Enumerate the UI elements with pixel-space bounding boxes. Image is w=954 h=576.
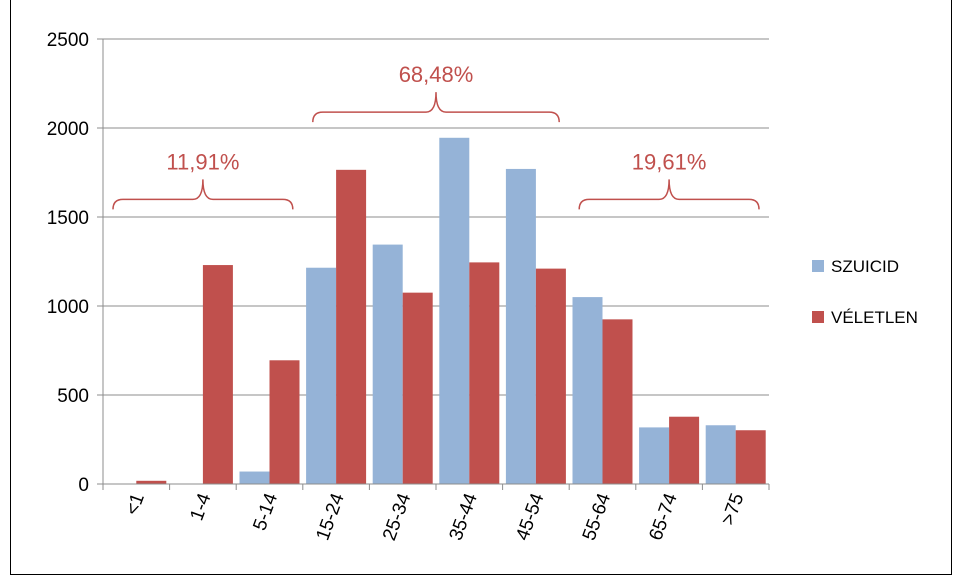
legend-swatch [812, 260, 824, 272]
annotation-label: 11,91% [166, 149, 239, 174]
x-tick-label: 15-24 [312, 490, 349, 543]
bar-v-letlen-1 [202, 265, 233, 484]
x-tick-label: 55-64 [579, 490, 616, 543]
y-tick-label: 1500 [47, 208, 89, 229]
bar-v-letlen-5 [469, 262, 500, 484]
annotation-bracket [312, 92, 560, 123]
legend-swatch [812, 311, 824, 323]
bar-szuicid-2 [239, 471, 270, 484]
y-tick-label: 500 [57, 386, 89, 407]
axes [97, 38, 770, 490]
x-tick-label: 25-34 [379, 490, 416, 543]
bar-v-letlen-9 [735, 430, 766, 484]
legend: SZUICID VÉLETLEN [812, 257, 918, 327]
bar-v-letlen-7 [602, 319, 633, 484]
bar-szuicid-8 [639, 427, 670, 484]
bar-szuicid-3 [306, 267, 337, 484]
bar-v-letlen-2 [269, 360, 300, 484]
bar-szuicid-5 [439, 137, 470, 485]
annotation-bracket [578, 179, 760, 210]
y-tick-label: 2500 [47, 30, 89, 51]
bar-szuicid-9 [705, 425, 736, 484]
annotation-label: 68,48% [399, 62, 474, 87]
y-tick-label: 0 [78, 475, 89, 496]
bar-v-letlen-8 [669, 416, 700, 484]
x-tick-label: 35-44 [446, 490, 483, 543]
bar-v-letlen-0 [136, 480, 167, 484]
annotation-label: 19,61% [632, 149, 707, 174]
bar-v-letlen-4 [402, 292, 433, 484]
x-tick-label: >75 [718, 491, 749, 528]
bar-szuicid-4 [372, 244, 403, 484]
bar-v-letlen-6 [535, 268, 566, 484]
y-tick-labels: 0 500 1000 1500 2000 2500 [47, 30, 89, 496]
x-tick-labels: <1 1-4 5-14 15-24 25-34 35-44 45-54 55-64 65-74 >… [122, 490, 749, 543]
y-tick-label: 1000 [47, 297, 89, 318]
x-tick-label: 5-14 [249, 490, 282, 533]
x-tick-label: <1 [122, 491, 149, 519]
bar-szuicid-6 [505, 168, 536, 484]
bars [136, 137, 766, 485]
annotations: 11,91% 68,48% 19,61% [112, 62, 760, 210]
legend-label: VÉLETLEN [831, 308, 918, 327]
x-tick-label: 65-74 [645, 490, 682, 543]
x-tick-label: 45-54 [512, 490, 549, 543]
bar-v-letlen-3 [336, 169, 367, 484]
legend-label: SZUICID [831, 257, 899, 276]
y-tick-label: 2000 [47, 119, 89, 140]
x-tick-label: 1-4 [186, 490, 215, 523]
bar-szuicid-7 [572, 297, 603, 484]
annotation-bracket [112, 179, 294, 210]
